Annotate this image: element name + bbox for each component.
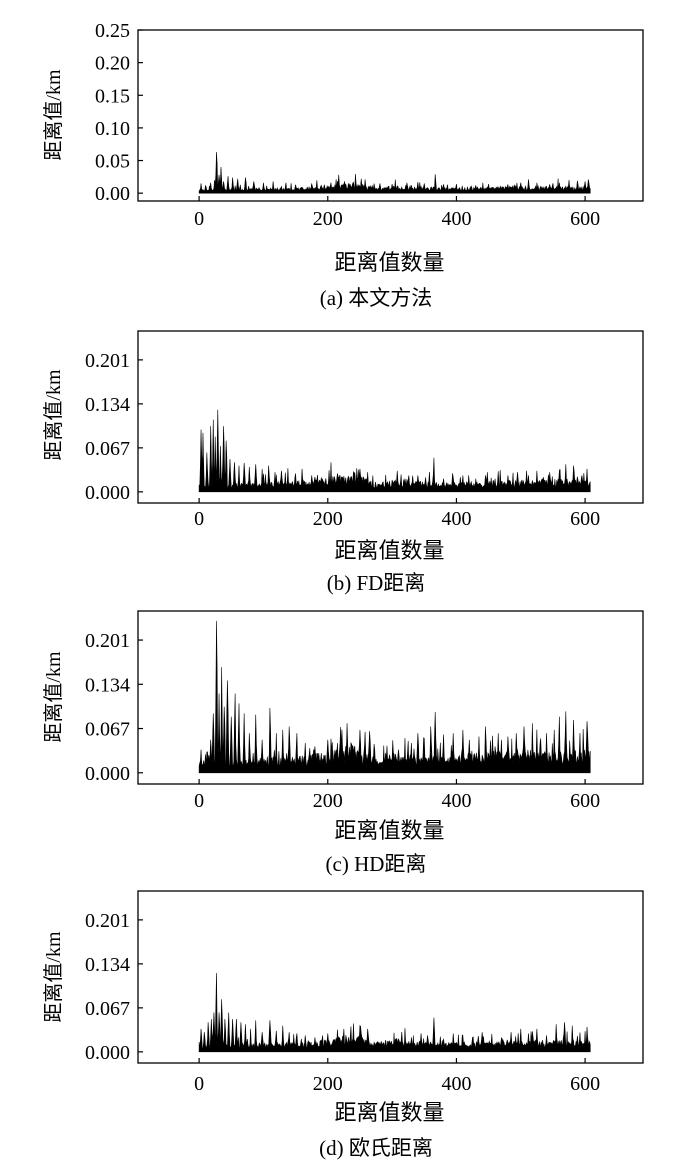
y-tick-label: 0.134 [85, 674, 130, 696]
x-tick-label: 200 [313, 1073, 343, 1095]
series-area [198, 152, 591, 194]
y-tick-label: 0.10 [95, 118, 130, 140]
chart-panel-2: 0.000 0.067 0.134 0.201 0 200 400 600 距离值数量 距离值/k… [42, 330, 644, 595]
y-tick-label: 0.134 [85, 954, 130, 976]
y-tick-label: 0.25 [95, 20, 130, 42]
y-tick-label: 0.201 [85, 630, 130, 652]
x-tick-label: 400 [441, 508, 471, 530]
y-tick-label: 0.15 [95, 85, 130, 107]
chart-panel-3: 0.000 0.067 0.134 0.201 0 200 400 600 距离值数量 距离值/k… [42, 610, 644, 876]
plot-frame [137, 330, 644, 504]
y-tick-label: 0.000 [85, 482, 130, 504]
y-tick-label: 0.067 [85, 719, 130, 741]
plot-frame [137, 29, 644, 202]
y-tick-label: 0.201 [85, 910, 130, 932]
x-tick-label: 600 [570, 508, 600, 530]
x-tick-label: 200 [313, 790, 343, 812]
y-tick-label: 0.067 [85, 438, 130, 460]
x-tick-label: 600 [570, 790, 600, 812]
x-tick-label: 400 [441, 790, 471, 812]
y-axis-label: 距离值/km [42, 931, 65, 1023]
x-axis-label: 距离值数量 [334, 250, 444, 275]
y-tick-label: 0.000 [85, 763, 130, 785]
x-tick-label: 0 [194, 790, 204, 812]
x-tick-label: 0 [194, 1073, 204, 1095]
x-tick-label: 400 [441, 208, 471, 230]
y-tick-label: 0.201 [85, 350, 130, 372]
x-axis-label: 距离值数量 [334, 1100, 444, 1125]
plot-frame [137, 890, 644, 1064]
x-tick-label: 0 [194, 508, 204, 530]
x-tick-label: 200 [313, 508, 343, 530]
x-tick-label: 600 [570, 208, 600, 230]
y-axis-label: 距离值/km [42, 651, 65, 743]
panel-caption: (d) 欧氏距离 [319, 1136, 433, 1160]
series-area [198, 973, 591, 1053]
x-tick-label: 400 [441, 1073, 471, 1095]
y-axis-label: 距离值/km [42, 369, 65, 461]
y-tick-label: 0.00 [95, 183, 130, 205]
y-tick-label: 0.05 [95, 151, 130, 173]
panel-caption: (a) 本文方法 [320, 286, 433, 310]
y-tick-label: 0.067 [85, 998, 130, 1020]
y-tick-label: 0.134 [85, 394, 130, 416]
plot-frame [137, 610, 644, 785]
panel-caption: (b) FD距离 [327, 571, 426, 595]
panel-caption: (c) HD距离 [326, 852, 427, 876]
series-area [198, 620, 591, 774]
y-tick-label: 0.000 [85, 1042, 130, 1064]
series-area [198, 409, 591, 493]
x-tick-label: 200 [313, 208, 343, 230]
y-tick-label: 0.20 [95, 53, 130, 75]
x-tick-label: 600 [570, 1073, 600, 1095]
y-axis-label: 距离值/km [42, 69, 65, 161]
chart-panel-1: 0.00 0.05 0.10 0.15 0.20 0.25 0 200 400 600 距离值数量 距… [42, 20, 644, 310]
chart-panel-4: 0.000 0.067 0.134 0.201 0 200 400 600 距离值数量 距离值/k… [42, 890, 644, 1160]
x-tick-label: 0 [194, 208, 204, 230]
x-axis-label: 距离值数量 [334, 818, 444, 843]
x-axis-label: 距离值数量 [334, 538, 444, 563]
